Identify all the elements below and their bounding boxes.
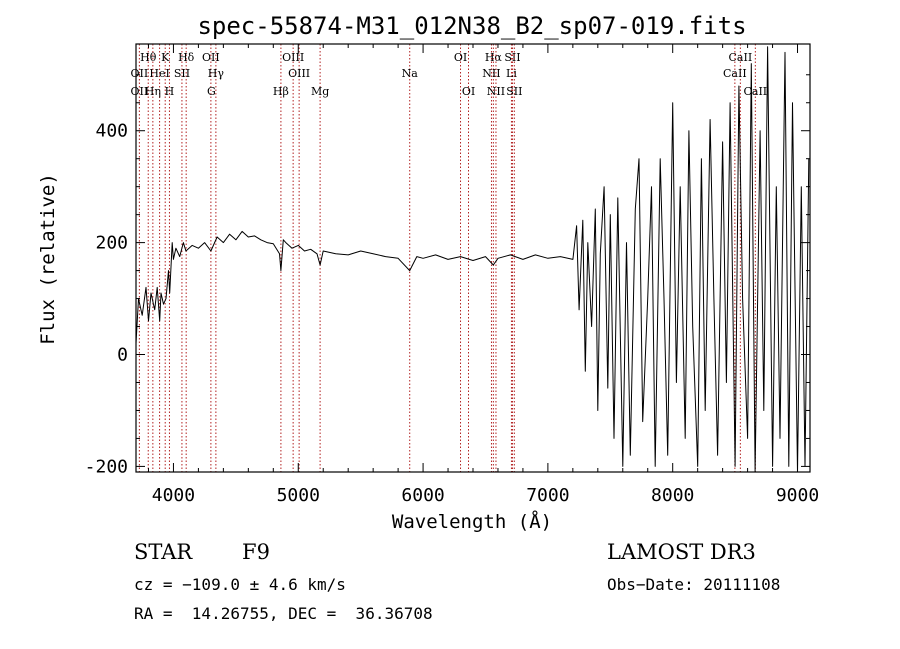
- line-mark-label: CaII: [723, 67, 747, 80]
- x-tick-label: 9000: [776, 485, 819, 506]
- line-mark-label: HeI: [149, 67, 169, 80]
- line-mark-label: Hβ: [273, 85, 289, 98]
- x-tick-label: 8000: [651, 485, 694, 506]
- line-mark-label: Hγ: [208, 67, 225, 80]
- line-mark-label: OIII: [282, 51, 304, 64]
- object-subclass: F9: [242, 540, 270, 564]
- line-mark-label: Mg: [311, 85, 329, 98]
- line-mark-label: G: [207, 85, 216, 98]
- redshift-readout: cz = −109.0 ± 4.6 km/s: [134, 575, 346, 594]
- line-mark-label: NII: [482, 67, 500, 80]
- line-mark-label: OIII: [288, 67, 310, 80]
- x-axis-label: Wavelength (Å): [392, 510, 552, 533]
- line-mark-label: SII: [174, 67, 190, 80]
- line-mark-label: OII: [131, 67, 149, 80]
- line-mark-label: Na: [402, 67, 419, 80]
- plot-frame: [135, 43, 811, 473]
- x-tick-label: 5000: [277, 485, 320, 506]
- line-mark-label: NII: [487, 85, 505, 98]
- obs-date: Obs−Date: 20111108: [607, 575, 781, 594]
- line-mark-label: OI: [454, 51, 467, 64]
- spectrum-line: [135, 46, 810, 473]
- y-tick-label: 200: [95, 233, 128, 254]
- chart-title: spec-55874-M31_012N38_B2_sp07-019.fits: [197, 12, 746, 40]
- line-mark-label: Hθ: [140, 51, 157, 64]
- line-mark-label: SII: [506, 85, 522, 98]
- spectrum-layer: [135, 46, 810, 473]
- line-mark-label: OI: [462, 85, 475, 98]
- line-mark-label: CaII: [743, 85, 767, 98]
- line-mark-label: Hα: [485, 51, 503, 64]
- x-tick-label: 6000: [401, 485, 444, 506]
- line-mark-label: Li: [506, 67, 517, 80]
- x-axis: 4000 5000 6000 7000 8000 9000: [147, 44, 819, 506]
- y-axis: -200 0 200 400: [85, 74, 810, 477]
- object-class: STAR: [134, 540, 193, 564]
- line-mark-label: SII: [504, 51, 520, 64]
- line-mark-label: K: [161, 51, 170, 64]
- line-mark-label: Hδ: [178, 51, 195, 64]
- y-tick-label: 400: [95, 121, 128, 142]
- x-tick-label: 4000: [152, 485, 195, 506]
- y-axis-label: Flux (relative): [37, 173, 59, 345]
- line-mark-label: Hη: [145, 85, 161, 98]
- survey-name: LAMOST DR3: [607, 540, 756, 564]
- x-tick-label: 7000: [526, 485, 569, 506]
- line-mark-label: H: [165, 85, 175, 98]
- line-mark-label: CaII: [729, 51, 753, 64]
- line-mark-label: OII: [202, 51, 220, 64]
- y-tick-label: -200: [85, 456, 128, 477]
- line-mark-label: OII: [131, 85, 149, 98]
- coordinates: RA = 14.26755, DEC = 36.36708: [134, 604, 433, 623]
- y-tick-label: 0: [117, 345, 128, 366]
